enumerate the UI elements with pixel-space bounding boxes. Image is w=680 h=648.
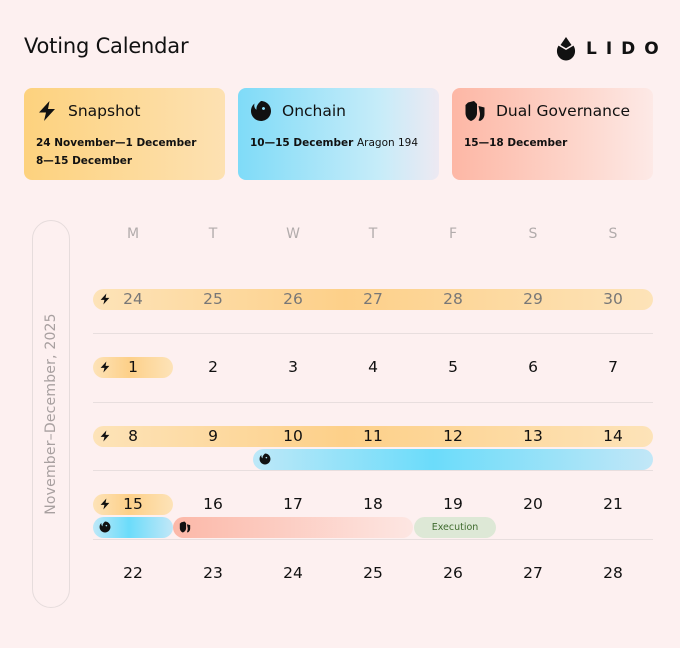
weekday-thursday: T	[368, 226, 378, 242]
lido-logo: LIDO	[556, 36, 668, 62]
day-dec-3: 3	[288, 358, 298, 376]
day-dec-22: 22	[123, 564, 143, 582]
row-divider	[93, 402, 653, 403]
day-dec-2: 2	[208, 358, 218, 376]
day-dec-17: 17	[283, 495, 303, 513]
lightning-icon	[39, 101, 55, 121]
lido-logo-icon	[556, 37, 576, 61]
lightning-icon	[100, 293, 110, 305]
onchain-dates: 10—15 December	[250, 137, 354, 149]
day-dec-14: 14	[603, 427, 623, 445]
weekday-wednesday: W	[286, 226, 300, 242]
aragon-icon	[251, 101, 271, 121]
day-dec-24: 24	[283, 564, 303, 582]
snapshot-dates-1: 24 November—1 December	[36, 137, 197, 149]
dual-governance-card: Dual Governance 15—18 December	[452, 88, 653, 180]
dual-governance-bar	[173, 517, 413, 538]
weekday-friday: F	[448, 226, 458, 242]
day-dec-12: 12	[443, 427, 463, 445]
lightning-icon	[100, 361, 110, 373]
day-dec-16: 16	[203, 495, 223, 513]
aragon-icon	[259, 453, 271, 465]
day-dec-23: 23	[203, 564, 223, 582]
day-dec-11: 11	[363, 427, 383, 445]
period-pill	[32, 220, 70, 608]
day-dec-20: 20	[523, 495, 543, 513]
day-nov-29: 29	[523, 290, 543, 308]
day-dec-5: 5	[448, 358, 458, 376]
shield-icon	[465, 101, 485, 121]
day-nov-26: 26	[283, 290, 303, 308]
execution-label: Execution	[431, 522, 479, 533]
snapshot-bar-week2	[93, 357, 173, 378]
day-dec-8: 8	[128, 427, 138, 445]
day-dec-6: 6	[528, 358, 538, 376]
day-nov-24: 24	[123, 290, 143, 308]
day-dec-18: 18	[363, 495, 383, 513]
lightning-icon	[100, 498, 110, 510]
lido-logo-text: LIDO	[586, 39, 668, 59]
snapshot-bar-week3	[93, 426, 653, 447]
weekday-saturday: S	[528, 226, 538, 242]
day-dec-27: 27	[523, 564, 543, 582]
day-dec-4: 4	[368, 358, 378, 376]
dual-governance-dates: 15—18 December	[464, 137, 568, 149]
day-dec-15: 15	[123, 495, 143, 513]
onchain-card: Onchain 10—15 December Aragon 194	[238, 88, 439, 180]
row-divider	[93, 539, 653, 540]
onchain-aragon-vote: Aragon 194	[356, 137, 419, 149]
day-dec-13: 13	[523, 427, 543, 445]
snapshot-card: Snapshot 24 November—1 December 8—15 Dec…	[24, 88, 225, 180]
row-divider	[93, 470, 653, 471]
row-divider	[93, 333, 653, 334]
weekday-tuesday: T	[208, 226, 218, 242]
day-dec-25: 25	[363, 564, 383, 582]
aragon-icon	[99, 521, 111, 533]
day-dec-1: 1	[128, 358, 138, 376]
onchain-bar-week3	[253, 449, 653, 470]
day-dec-7: 7	[608, 358, 618, 376]
day-dec-21: 21	[603, 495, 623, 513]
onchain-bar-week4	[93, 517, 173, 538]
day-dec-9: 9	[208, 427, 218, 445]
weekday-sunday: S	[608, 226, 618, 242]
snapshot-bar-week4	[93, 494, 173, 515]
day-dec-28: 28	[603, 564, 623, 582]
weekday-monday: M	[126, 226, 140, 242]
snapshot-dates-2: 8—15 December	[36, 155, 133, 167]
onchain-card-title: Onchain	[282, 102, 346, 120]
day-nov-30: 30	[603, 290, 623, 308]
execution-bar	[414, 517, 496, 538]
dual-governance-card-title: Dual Governance	[496, 102, 630, 120]
period-label: November–December, 2025	[43, 313, 59, 515]
day-dec-26: 26	[443, 564, 463, 582]
day-nov-28: 28	[443, 290, 463, 308]
lightning-icon	[100, 430, 110, 442]
snapshot-card-title: Snapshot	[68, 102, 141, 120]
day-nov-25: 25	[203, 290, 223, 308]
shield-icon	[179, 521, 191, 533]
day-dec-10: 10	[283, 427, 303, 445]
page-title: Voting Calendar	[24, 34, 189, 58]
snapshot-bar-week1	[93, 289, 653, 310]
day-dec-19: 19	[443, 495, 463, 513]
day-nov-27: 27	[363, 290, 383, 308]
